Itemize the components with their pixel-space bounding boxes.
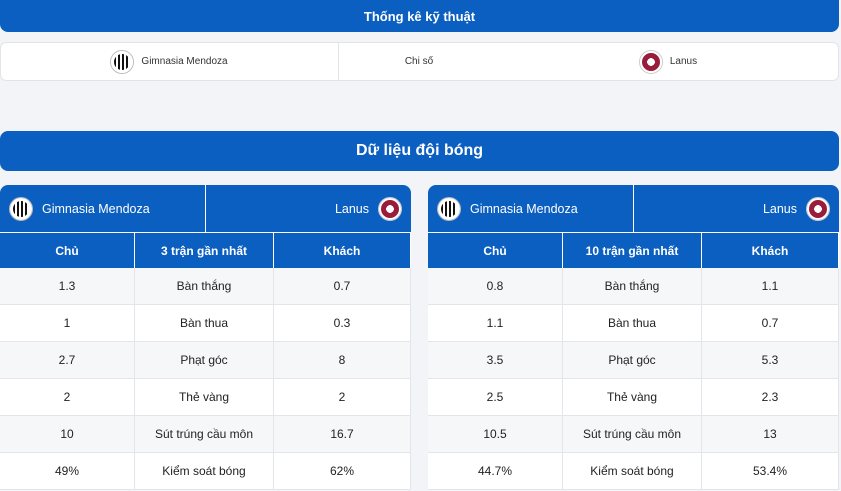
- away-name: Lanus: [762, 201, 797, 216]
- team-stats-table: Gimnasia Mendoza Lanus Chủ 3 trận gần nhấ…: [0, 185, 411, 490]
- away-team[interactable]: Lanus: [634, 185, 839, 232]
- table-cell: 0.7: [702, 305, 839, 342]
- table-cell: 16.7: [274, 416, 411, 453]
- table-cell: Kiểm soát bóng: [135, 453, 274, 490]
- table-row: 10 Sút trúng cầu môn 16.7: [0, 416, 411, 453]
- table-row: 2.7 Phạt góc 8: [0, 342, 411, 379]
- table-cell: 1.1: [428, 305, 563, 342]
- table-row: 44.7% Kiểm soát bóng 53.4%: [428, 453, 839, 490]
- stat-label: Chi số: [339, 43, 499, 80]
- away-team[interactable]: Lanus: [206, 185, 411, 232]
- table-row: 0.8 Bàn thắng 1.1: [428, 268, 839, 305]
- table-cell: 1.1: [702, 268, 839, 305]
- table-row: 1.1 Bàn thua 0.7: [428, 305, 839, 342]
- table-row: 1 Bàn thua 0.3: [0, 305, 411, 342]
- table-cell: Bàn thua: [135, 305, 274, 342]
- section-title: Dữ liệu đội bóng: [355, 142, 484, 159]
- column-header: Khách: [702, 232, 839, 268]
- match-info-card: Gimnasia Mendoza Chi số Lanus: [0, 42, 839, 81]
- table-cell: 8: [274, 342, 411, 379]
- table-row: 2 Thẻ vàng 2: [0, 379, 411, 416]
- column-header: 10 trận gần nhất: [563, 232, 702, 268]
- table-cell: Bàn thắng: [135, 268, 274, 305]
- lanus-logo-icon: [639, 50, 662, 73]
- table-cell: 0.8: [428, 268, 563, 305]
- table-row: 1.3 Bàn thắng 0.7: [0, 268, 411, 305]
- column-header: Chủ: [0, 232, 135, 268]
- table-cell: Thẻ vàng: [135, 379, 274, 416]
- table-cell: Sút trúng cầu môn: [563, 416, 702, 453]
- header-row: Chủ 10 trận gần nhất Khách: [428, 232, 839, 268]
- table-row: 10.5 Sút trúng cầu môn 13: [428, 416, 839, 453]
- gimnasia-logo-icon: [438, 197, 460, 220]
- home-name: Gimnasia Mendoza: [42, 201, 150, 216]
- table-cell: 5.3: [702, 342, 839, 379]
- away-name: Lanus: [334, 201, 369, 216]
- column-header: Khách: [274, 232, 411, 268]
- gimnasia-logo-icon: [10, 197, 32, 220]
- table-cell: 2: [274, 379, 411, 416]
- table-cell: Phạt góc: [563, 342, 702, 379]
- table-cell: Sút trúng cầu môn: [135, 416, 274, 453]
- table-cell: 2.7: [0, 342, 135, 379]
- table-cell: 10: [0, 416, 135, 453]
- table-cell: 2.5: [428, 379, 563, 416]
- table-cell: Bàn thắng: [563, 268, 702, 305]
- table-row: 49% Kiểm soát bóng 62%: [0, 453, 411, 490]
- team-row: Gimnasia Mendoza Lanus: [0, 185, 411, 232]
- header-row: Chủ 3 trận gần nhất Khách: [0, 232, 411, 268]
- table-cell: 13: [702, 416, 839, 453]
- team-data-header: Dữ liệu đội bóng: [0, 131, 839, 171]
- table-row: 2.5 Thẻ vàng 2.3: [428, 379, 839, 416]
- column-header: 3 trận gần nhất: [135, 232, 274, 268]
- table-cell: 1.3: [0, 268, 135, 305]
- team-stats-table: Gimnasia Mendoza Lanus Chủ 10 trận gần nh…: [428, 185, 839, 490]
- lanus-logo-icon: [379, 197, 401, 220]
- table-cell: 44.7%: [428, 453, 563, 490]
- team-row: Gimnasia Mendoza Lanus: [428, 185, 839, 232]
- table-cell: 2: [0, 379, 135, 416]
- table-cell: Kiểm soát bóng: [563, 453, 702, 490]
- home-team[interactable]: Gimnasia Mendoza: [1, 43, 339, 80]
- table-cell: 49%: [0, 453, 135, 490]
- table-cell: 62%: [274, 453, 411, 490]
- home-team[interactable]: Gimnasia Mendoza: [428, 185, 634, 232]
- table-cell: 53.4%: [702, 453, 839, 490]
- table-cell: Thẻ vàng: [563, 379, 702, 416]
- table-cell: 1: [0, 305, 135, 342]
- title: Thống kê kỹ thuật: [363, 8, 476, 24]
- table-cell: 0.7: [274, 268, 411, 305]
- away-team[interactable]: Lanus: [499, 43, 838, 80]
- middle-label: Chi số: [404, 56, 434, 67]
- home-name: Gimnasia Mendoza: [470, 201, 578, 216]
- table-cell: 2.3: [702, 379, 839, 416]
- technical-stats-header: Thống kê kỹ thuật: [0, 0, 839, 32]
- lanus-logo-icon: [807, 197, 829, 220]
- column-header: Chủ: [428, 232, 563, 268]
- home-team[interactable]: Gimnasia Mendoza: [0, 185, 206, 232]
- table-cell: 10.5: [428, 416, 563, 453]
- table-cell: 3.5: [428, 342, 563, 379]
- gimnasia-logo-icon: [111, 50, 134, 73]
- table-cell: Bàn thua: [563, 305, 702, 342]
- home-name: Gimnasia Mendoza: [141, 56, 228, 67]
- table-cell: Phạt góc: [135, 342, 274, 379]
- table-cell: 0.3: [274, 305, 411, 342]
- away-name: Lanus: [669, 56, 698, 67]
- table-row: 3.5 Phạt góc 5.3: [428, 342, 839, 379]
